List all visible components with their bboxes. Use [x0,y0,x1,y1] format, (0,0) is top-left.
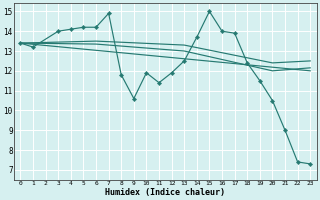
X-axis label: Humidex (Indice chaleur): Humidex (Indice chaleur) [105,188,225,197]
